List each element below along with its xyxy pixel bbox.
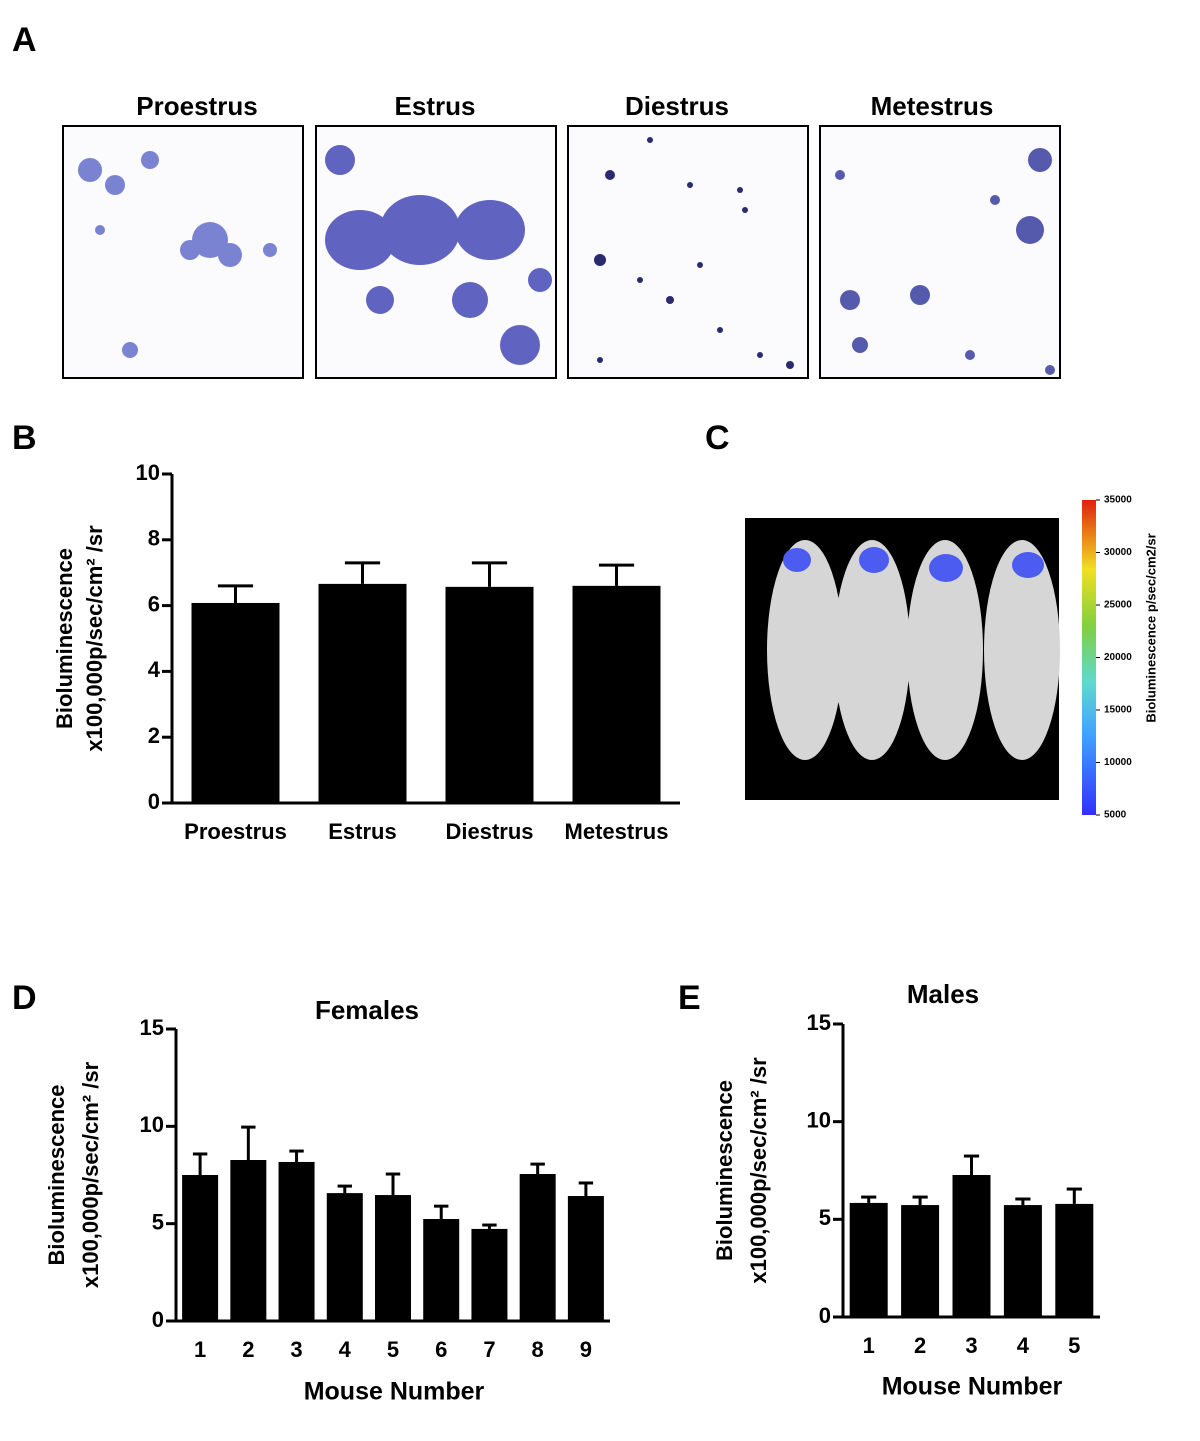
bar: [849, 1202, 888, 1317]
bar: [1055, 1203, 1094, 1317]
bar: [471, 1228, 508, 1321]
bar: [519, 1174, 556, 1321]
colorbar-label: Bioluminescence p/sec/cm2/sr: [1143, 533, 1158, 722]
y-axis-label: Bioluminescence: [712, 1080, 737, 1261]
micrograph-label: Proestrus: [136, 91, 257, 121]
y-tick-label: 0: [152, 1307, 164, 1332]
colorbar-tick-label: 10000: [1104, 757, 1132, 768]
x-tick-label: 1: [863, 1333, 875, 1358]
y-tick-label: 2: [148, 723, 160, 748]
colorbar: [1082, 500, 1096, 815]
colorbar-tick-label: 35000: [1104, 495, 1132, 506]
bar: [230, 1160, 267, 1321]
y-tick-label: 10: [140, 1112, 164, 1137]
bar: [182, 1175, 219, 1321]
panel-letter: B: [12, 419, 37, 457]
x-tick-label: Proestrus: [184, 819, 287, 844]
y-tick-label: 0: [148, 789, 160, 814]
bioluminescence-image: [745, 518, 1060, 800]
bar: [952, 1174, 991, 1317]
x-tick-label: 4: [1017, 1333, 1030, 1358]
panel-letter: C: [705, 419, 730, 457]
panel-letter: A: [12, 21, 37, 59]
bar: [572, 585, 661, 803]
x-tick-label: 2: [242, 1337, 254, 1362]
colorbar-tick-label: 20000: [1104, 652, 1132, 663]
y-axis-label: x100,000p/sec/cm² /sr: [78, 1061, 103, 1288]
y-tick-label: 15: [807, 1010, 831, 1035]
x-tick-label: 4: [339, 1337, 352, 1362]
y-tick-label: 8: [148, 526, 160, 551]
colorbar-tick-label: 30000: [1104, 547, 1132, 558]
x-tick-label: 5: [1068, 1333, 1080, 1358]
micrograph-label: Estrus: [395, 91, 476, 121]
bar: [318, 583, 407, 803]
micrograph: [567, 125, 809, 379]
x-axis-label: Mouse Number: [882, 1373, 1063, 1401]
bar: [326, 1193, 363, 1321]
bar: [191, 602, 280, 803]
y-axis-label: Bioluminescence: [44, 1085, 69, 1266]
y-axis-label: Bioluminescence: [52, 548, 77, 729]
micrograph: [315, 125, 557, 379]
y-tick-label: 4: [148, 657, 161, 682]
x-axis-label: Mouse Number: [304, 1378, 485, 1406]
x-tick-label: 3: [965, 1333, 977, 1358]
x-tick-label: Metestrus: [565, 819, 669, 844]
y-tick-label: 5: [152, 1209, 164, 1234]
colorbar-tick-label: 15000: [1104, 705, 1132, 716]
x-tick-label: 6: [435, 1337, 447, 1362]
x-tick-label: 1: [194, 1337, 206, 1362]
bar: [445, 586, 534, 803]
y-tick-label: 5: [819, 1205, 831, 1230]
y-tick-label: 10: [807, 1107, 831, 1132]
bar: [423, 1218, 460, 1321]
micrograph-label: Metestrus: [871, 91, 994, 121]
bar: [901, 1205, 940, 1317]
x-tick-label: 3: [290, 1337, 302, 1362]
bar: [1003, 1205, 1042, 1317]
bar: [375, 1195, 411, 1321]
y-tick-label: 15: [140, 1015, 164, 1040]
x-tick-label: 5: [387, 1337, 399, 1362]
x-tick-label: 7: [483, 1337, 495, 1362]
colorbar-tick-label: 25000: [1104, 600, 1132, 611]
micrograph: [62, 125, 304, 379]
x-tick-label: 8: [532, 1337, 544, 1362]
panel-letter: E: [678, 979, 701, 1017]
x-tick-label: Estrus: [328, 819, 396, 844]
y-axis-label: x100,000p/sec/cm² /sr: [746, 1057, 771, 1284]
panel-letter: D: [12, 979, 37, 1017]
y-axis-label: x100,000p/sec/cm² /sr: [82, 525, 107, 752]
bar: [278, 1161, 315, 1321]
x-tick-label: 9: [580, 1337, 592, 1362]
micrograph-label: Diestrus: [625, 91, 729, 121]
y-tick-label: 10: [136, 460, 160, 485]
chart-title: Males: [907, 979, 979, 1009]
y-tick-label: 6: [148, 591, 160, 616]
micrograph: [819, 125, 1061, 379]
y-tick-label: 0: [819, 1303, 831, 1328]
bar: [567, 1196, 604, 1321]
x-tick-label: 2: [914, 1333, 926, 1358]
x-tick-label: Diestrus: [445, 819, 533, 844]
chart-title: Females: [315, 995, 419, 1025]
colorbar-tick-label: 5000: [1104, 810, 1127, 821]
